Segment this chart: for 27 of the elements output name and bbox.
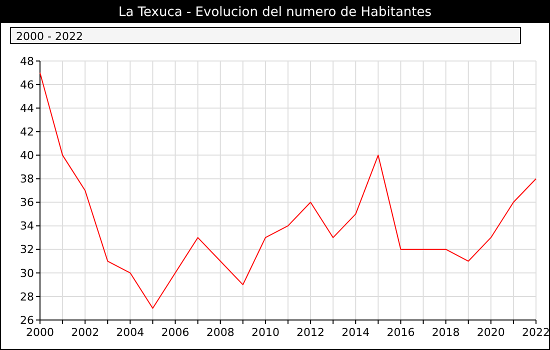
x-tick-label: 2012 bbox=[296, 326, 325, 339]
chart-subtitle: 2000 - 2022 bbox=[16, 30, 83, 43]
y-tick-label: 32 bbox=[20, 243, 34, 256]
y-tick-label: 48 bbox=[20, 54, 34, 68]
y-tick-label: 40 bbox=[20, 149, 34, 162]
y-tick-label: 36 bbox=[20, 196, 34, 210]
x-tick-label: 2006 bbox=[161, 326, 190, 339]
x-tick-label: 2002 bbox=[71, 326, 100, 339]
y-tick-label: 34 bbox=[20, 220, 34, 233]
y-tick-label: 44 bbox=[20, 102, 34, 115]
x-tick-label: 2000 bbox=[26, 326, 54, 339]
x-tick-label: 2004 bbox=[116, 326, 144, 339]
y-tick-label: 30 bbox=[20, 266, 34, 280]
line-series bbox=[40, 72, 536, 309]
x-tick-label: 2010 bbox=[251, 326, 280, 339]
y-tick-label: 26 bbox=[20, 314, 34, 327]
x-tick-label: 2008 bbox=[206, 326, 234, 339]
x-tick-label: 2016 bbox=[386, 326, 415, 339]
y-tick-label: 28 bbox=[20, 290, 34, 304]
x-tick-label: 2014 bbox=[342, 326, 370, 339]
x-tick-label: 2018 bbox=[432, 326, 460, 339]
y-tick-label: 38 bbox=[20, 172, 34, 186]
x-tick-label: 2020 bbox=[476, 326, 505, 339]
y-tick-label: 42 bbox=[20, 125, 34, 138]
y-tick-label: 46 bbox=[20, 78, 34, 92]
x-tick-label: 2022 bbox=[522, 326, 550, 339]
chart-title: La Texuca - Evolucion del numero de Habitantes bbox=[118, 5, 432, 20]
